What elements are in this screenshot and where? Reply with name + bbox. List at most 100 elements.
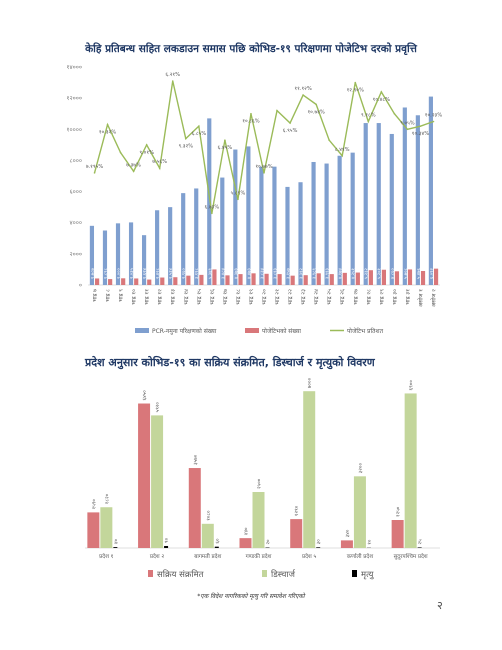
bar-2 <box>417 547 422 548</box>
bar-value-label: ४,२५१ <box>352 268 357 279</box>
x-tick-label: बागमती प्रदेश <box>194 553 221 560</box>
bar-value-label: ३,९८९ <box>313 268 318 279</box>
bar-0 <box>340 540 353 548</box>
y-tick-label: १४००० <box>66 64 82 71</box>
pcr-bar <box>207 118 212 285</box>
legend-swatch <box>245 328 259 333</box>
line-point <box>393 112 396 115</box>
positive-bar <box>433 268 439 285</box>
line-point <box>93 172 96 174</box>
x-tick-label: सुदूरपश्चिम प्रदेश <box>394 553 428 560</box>
line-value-label: ९.१८% <box>361 113 376 119</box>
bar-value-label: ९० <box>164 537 170 543</box>
line-point <box>250 112 252 115</box>
line-value-label: १२.९०% <box>347 88 364 94</box>
bar-value-label: १० <box>367 539 373 545</box>
x-tick-label: भाद्र २७ <box>353 289 359 305</box>
line-point <box>145 144 148 146</box>
line-point <box>380 91 383 93</box>
line-value-label: १०.२३% <box>425 113 442 119</box>
pcr-bar <box>220 177 225 285</box>
pcr-bar <box>115 223 121 285</box>
line-point <box>237 198 239 201</box>
legend-label: PCR-नमुना परिक्षणको संख्या <box>152 327 217 335</box>
line-point <box>276 109 278 112</box>
line-point <box>171 80 174 82</box>
bar-value-label: ४४० <box>244 527 250 535</box>
y-tick-label: ८००० <box>70 157 82 164</box>
bar-value-label: ३,३१२ <box>300 268 305 279</box>
x-tick-label: भाद्र २८ <box>366 289 372 305</box>
bar-value-label: १०८० <box>206 510 212 521</box>
line-point <box>419 125 422 127</box>
positive-bar <box>368 270 373 285</box>
x-tick-label: भाद्र २० <box>262 289 268 305</box>
positive-bar <box>225 275 230 285</box>
bar-value-label: ५,३४९ <box>208 268 213 279</box>
positive-bar <box>394 271 400 285</box>
positive-bar <box>342 272 347 285</box>
bar-value-label: ३,८३४ <box>260 268 265 279</box>
line-value-label: ५.८९% <box>231 190 246 196</box>
y-tick-label: १२००० <box>66 95 82 102</box>
bar-value-label: ५,४७६ <box>417 268 422 279</box>
pcr-bar <box>89 225 95 285</box>
x-tick-label: भाद्र ८ <box>106 289 112 302</box>
bar-value-label: ३,९१३ <box>326 268 331 279</box>
bar-value-label: १२५० <box>396 506 402 517</box>
x-tick-label: भाद्र ११ <box>145 289 151 305</box>
pcr-bar <box>402 107 407 285</box>
positive-bar <box>199 274 204 285</box>
bar-value-label: ६,०९२ <box>430 268 435 279</box>
bar-0 <box>239 538 252 548</box>
line-value-label: १०.८६% <box>242 119 259 125</box>
bar-2 <box>113 547 118 548</box>
bar-value-label: २,५३४ <box>169 268 174 279</box>
line-value-label: ६.७३% <box>205 204 220 210</box>
bar-1 <box>252 492 265 548</box>
line-value-label: ११.१२% <box>294 86 311 92</box>
positive-bar <box>264 273 269 285</box>
legend-label: मृत्यु <box>361 570 375 580</box>
bar-1 <box>201 523 214 548</box>
bar-value-label: २५०० <box>257 478 263 489</box>
pcr-bar <box>102 230 108 285</box>
line-value-label: ६.८५% <box>191 131 206 137</box>
x-tick-label: प्रदेश २ <box>150 553 165 560</box>
bar-value-label: ६९०० <box>409 380 415 391</box>
bar-1 <box>100 507 113 548</box>
bar-0 <box>138 403 151 548</box>
line-value-label: ९.०१% <box>139 150 154 156</box>
x-tick-label: कर्णाली प्रदेश <box>347 553 374 560</box>
bar-value-label: ४,३७३ <box>234 268 239 279</box>
line-value-label: ६.९५% <box>283 128 298 134</box>
pcr-bar <box>389 133 394 285</box>
pcr-bar <box>311 161 316 285</box>
y-tick-label: १०००० <box>66 126 82 133</box>
pcr-bar <box>181 193 186 285</box>
bar-value-label: ६४५० <box>142 390 148 401</box>
bar-value-label: १८२० <box>104 493 110 504</box>
bar-value-label: ५,२३२ <box>365 268 370 279</box>
legend-swatch <box>352 570 357 577</box>
chart2-svg: १५९० १८२० ४० प्रदेश १ ६४५० ५९२० ९० प्रदेश २ ३५७०… <box>85 377 440 580</box>
line-value-label: ९.०५% <box>400 120 415 126</box>
positive-bar <box>381 269 387 285</box>
positive-bar <box>303 275 308 285</box>
positive-bar <box>355 272 360 285</box>
bar-value-label: १,६२४ <box>143 268 148 279</box>
positive-bar <box>147 279 152 285</box>
line-point <box>263 172 265 174</box>
x-tick-label: भाद्र १९ <box>249 289 255 305</box>
positive-bar <box>108 279 113 285</box>
positive-bar <box>173 277 178 285</box>
bar-value-label: १२९० <box>294 505 300 516</box>
line-point <box>315 103 317 106</box>
positive-bar <box>121 278 126 285</box>
legend-label: डिस्चार्ज <box>271 569 296 580</box>
positive-bar <box>160 277 165 285</box>
x-tick-label: भाद्र २२ <box>288 289 294 305</box>
line-value-label: १०.७४% <box>307 109 324 115</box>
line-point <box>198 125 200 127</box>
